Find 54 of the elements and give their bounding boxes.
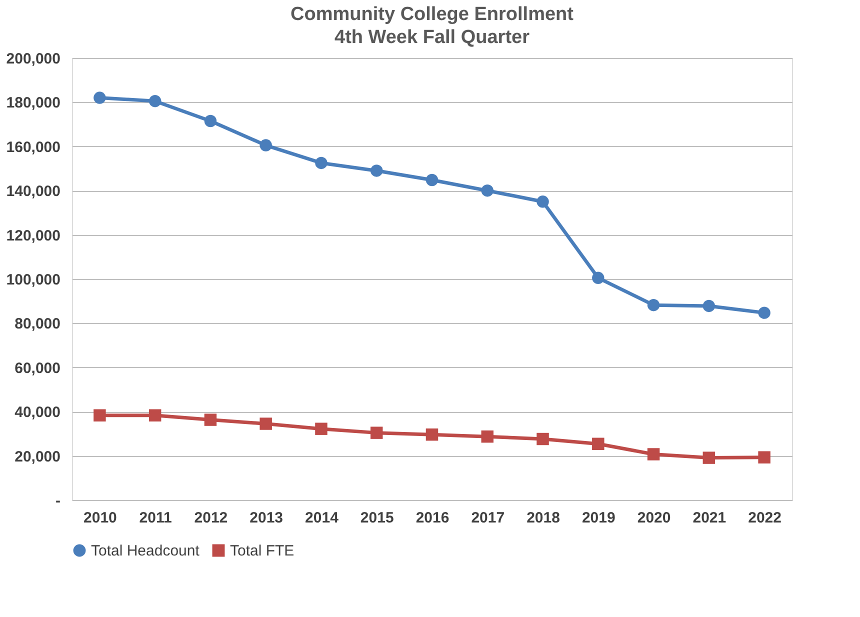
point: [758, 306, 770, 319]
point: [260, 418, 272, 430]
legend-label: Total Headcount: [91, 542, 200, 560]
point: [592, 438, 604, 450]
point: [647, 448, 660, 460]
point: [148, 94, 162, 108]
point: [204, 414, 217, 426]
x-tick-label: 2014: [305, 510, 340, 526]
x-tick-label: 2021: [692, 510, 726, 526]
point: [426, 428, 438, 441]
y-tick-label: 40,000: [14, 404, 60, 422]
x-tick-label: 2017: [471, 510, 505, 526]
y-tick-label: 80,000: [14, 316, 60, 333]
x-tick-label: 2013: [250, 510, 284, 526]
chart-title: Community College Enrollment: [290, 4, 574, 25]
point: [647, 298, 660, 312]
x-tick-label: 2016: [416, 510, 450, 526]
point: [702, 300, 716, 312]
x-tick-label: 2015: [360, 510, 394, 526]
legend-label: Total FTE: [230, 542, 294, 560]
point: [94, 409, 106, 422]
y-tick-label: 100,000: [6, 272, 60, 288]
y-tick-label: 140,000: [6, 183, 60, 200]
point: [592, 272, 604, 284]
point: [315, 422, 328, 435]
y-tick-label: -: [56, 492, 60, 510]
y-tick-label: 60,000: [14, 360, 60, 377]
point: [536, 196, 549, 208]
point: [481, 430, 494, 443]
point: [370, 426, 383, 439]
point: [481, 184, 494, 197]
x-tick-label: 2020: [637, 510, 671, 526]
x-tick-label: 2018: [526, 510, 560, 526]
y-tick-label: 200,000: [6, 50, 60, 68]
point: [758, 451, 770, 464]
point: [94, 92, 106, 104]
y-tick-label: 20,000: [14, 448, 60, 466]
point: [702, 452, 716, 464]
point: [315, 156, 328, 170]
y-tick-label: 180,000: [6, 94, 60, 112]
y-tick-label: 160,000: [6, 138, 60, 156]
x-tick-label: 2022: [748, 510, 782, 526]
point: [204, 114, 217, 128]
point: [426, 174, 438, 186]
y-tick-label: 120,000: [6, 227, 60, 244]
point: [370, 164, 383, 177]
point: [148, 409, 162, 422]
point: [536, 432, 549, 446]
x-tick-label: 2010: [84, 510, 117, 526]
x-tick-label: 2011: [139, 510, 172, 526]
x-tick-label: 2012: [194, 510, 228, 526]
point: [260, 139, 272, 152]
chart-subtitle: 4th Week Fall Quarter: [334, 27, 530, 48]
x-tick-label: 2019: [582, 510, 616, 526]
